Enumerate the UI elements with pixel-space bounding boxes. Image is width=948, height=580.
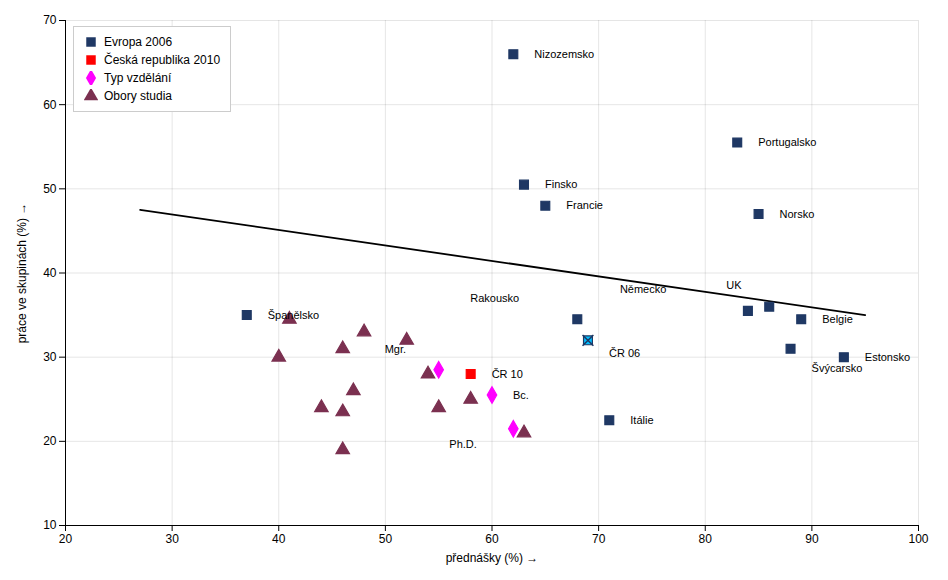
svg-text:50: 50 (43, 182, 57, 196)
svg-text:Mgr.: Mgr. (385, 343, 406, 355)
html-text:Typ vzdělání: Typ vzdělání (104, 71, 172, 85)
svg-text:10: 10 (43, 518, 57, 532)
svg-text:60: 60 (43, 98, 57, 112)
svg-text:50: 50 (379, 532, 393, 546)
html-text:Evropa 2006: Evropa 2006 (104, 35, 173, 49)
svg-text:40: 40 (43, 266, 57, 280)
html-text:Obory studia: Obory studia (104, 89, 172, 103)
svg-text:přednášky (%) →: přednášky (%) → (446, 551, 539, 565)
svg-text:Francie: Francie (566, 199, 603, 211)
svg-text:Finsko: Finsko (545, 178, 577, 190)
svg-text:60: 60 (485, 532, 499, 546)
svg-text:100: 100 (908, 532, 928, 546)
svg-text:30: 30 (43, 350, 57, 364)
svg-text:práce ve skupinách (%) →: práce ve skupinách (%) → (15, 203, 29, 344)
svg-text:ČR 06: ČR 06 (609, 347, 640, 359)
html-text:Česká republika 2010: Česká republika 2010 (104, 53, 221, 67)
svg-text:90: 90 (805, 532, 819, 546)
svg-text:Španělsko: Španělsko (268, 309, 319, 321)
svg-text:30: 30 (165, 532, 179, 546)
svg-text:Nizozemsko: Nizozemsko (534, 48, 594, 60)
svg-text:Belgie: Belgie (822, 313, 853, 325)
svg-text:ČR 10: ČR 10 (492, 368, 523, 380)
svg-text:20: 20 (43, 434, 57, 448)
svg-text:Portugalsko: Portugalsko (758, 136, 816, 148)
svg-text:Rakousko: Rakousko (470, 292, 519, 304)
svg-text:Ph.D.: Ph.D. (449, 438, 477, 450)
svg-text:UK: UK (726, 279, 742, 291)
svg-text:Itálie: Itálie (630, 414, 653, 426)
svg-text:Norsko: Norsko (780, 208, 815, 220)
svg-text:40: 40 (272, 532, 286, 546)
svg-text:Švýcarsko: Švýcarsko (812, 362, 863, 374)
svg-text:Německo: Německo (620, 283, 666, 295)
svg-text:20: 20 (59, 532, 73, 546)
svg-text:70: 70 (592, 532, 606, 546)
svg-text:80: 80 (699, 532, 713, 546)
svg-text:Estonsko: Estonsko (865, 351, 910, 363)
svg-text:Bc.: Bc. (513, 389, 529, 401)
svg-text:70: 70 (43, 13, 57, 27)
